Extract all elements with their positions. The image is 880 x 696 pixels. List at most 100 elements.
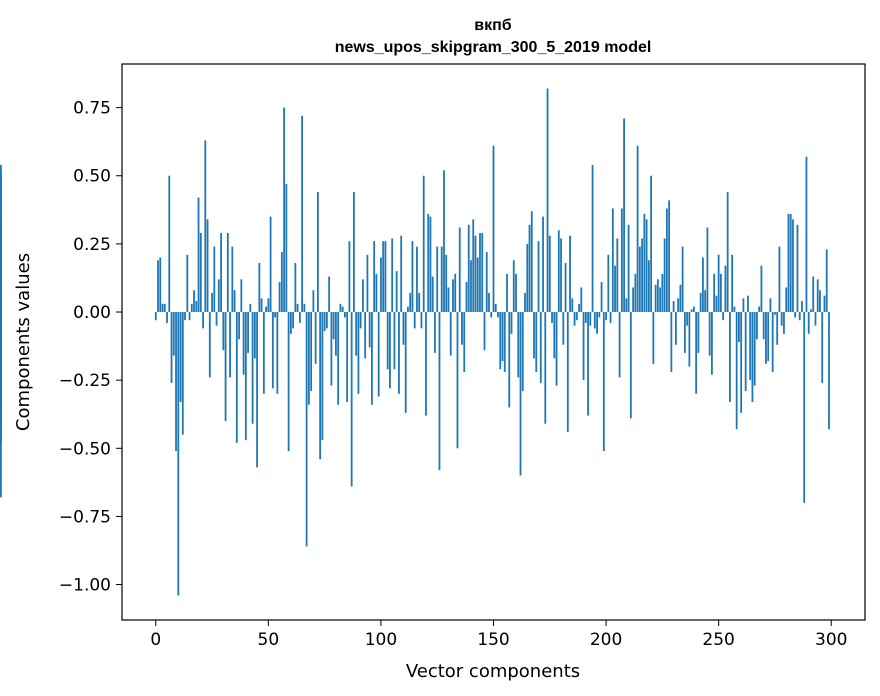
bar-115 bbox=[413, 312, 416, 329]
bar-222 bbox=[654, 284, 657, 313]
bar-150 bbox=[492, 145, 495, 313]
bar-270 bbox=[762, 312, 765, 340]
bar-42 bbox=[249, 303, 252, 313]
bar-59 bbox=[287, 312, 290, 452]
bar-157 bbox=[508, 312, 511, 408]
bar-235 bbox=[683, 312, 686, 353]
bar-174 bbox=[546, 88, 549, 313]
bar-104 bbox=[389, 312, 391, 389]
bar-145 bbox=[481, 232, 484, 313]
bar-221 bbox=[652, 312, 655, 364]
bar-173 bbox=[544, 312, 547, 424]
bar-210 bbox=[627, 224, 630, 313]
bar-208 bbox=[623, 118, 625, 313]
bar-20 bbox=[199, 232, 202, 313]
bar-38 bbox=[240, 279, 243, 313]
bar-220 bbox=[650, 175, 653, 313]
bar-35 bbox=[233, 290, 236, 313]
x-tick-label: 200 bbox=[590, 630, 622, 650]
bar-267 bbox=[756, 312, 758, 340]
bar-274 bbox=[771, 312, 774, 372]
bar-47 bbox=[260, 298, 263, 313]
bar-144 bbox=[479, 232, 481, 313]
bar-80 bbox=[334, 312, 337, 356]
y-tick-label: −1.00 bbox=[59, 576, 111, 596]
bar-143 bbox=[476, 257, 479, 313]
bar-152 bbox=[497, 312, 499, 318]
bar-58 bbox=[285, 183, 288, 313]
bar-0 bbox=[154, 312, 157, 321]
bar-278 bbox=[780, 312, 783, 326]
bar-44 bbox=[253, 312, 256, 359]
bar-253 bbox=[724, 265, 727, 313]
bar-134 bbox=[456, 312, 459, 449]
bar-39 bbox=[242, 312, 245, 375]
bar-168 bbox=[533, 312, 535, 359]
bar-63 bbox=[296, 303, 299, 313]
bar-285 bbox=[796, 224, 799, 313]
bar-284 bbox=[794, 312, 797, 318]
bar-165 bbox=[526, 243, 529, 313]
bar-122 bbox=[429, 216, 432, 313]
bar-29 bbox=[220, 232, 222, 313]
bar-226 bbox=[663, 238, 666, 313]
bar-281 bbox=[787, 213, 790, 313]
bar-60 bbox=[289, 312, 292, 334]
bar-296 bbox=[821, 312, 824, 383]
bar-291 bbox=[810, 309, 812, 313]
bar-114 bbox=[411, 241, 414, 313]
bar-83 bbox=[341, 306, 344, 313]
x-tick-label: 0 bbox=[150, 630, 161, 650]
bar-245 bbox=[706, 227, 709, 313]
bar-286 bbox=[798, 312, 801, 321]
bar-108 bbox=[398, 312, 400, 394]
bar-231 bbox=[674, 312, 677, 345]
bar-61 bbox=[292, 312, 295, 329]
bar-101 bbox=[382, 241, 385, 313]
bar-66 bbox=[303, 303, 306, 313]
bar-260 bbox=[740, 312, 743, 413]
y-tick-label: 0.50 bbox=[73, 167, 111, 187]
x-tick-label: 50 bbox=[258, 630, 280, 650]
bar-136 bbox=[461, 312, 463, 345]
bar-67 bbox=[305, 312, 308, 547]
y-tick-label: −0.25 bbox=[59, 371, 111, 391]
bar-75 bbox=[323, 312, 326, 332]
bar-266 bbox=[753, 312, 756, 386]
bar-16 bbox=[190, 303, 193, 313]
bar-186 bbox=[573, 312, 576, 326]
bar-14 bbox=[186, 254, 189, 313]
bar-62 bbox=[294, 262, 297, 313]
bar-249 bbox=[715, 295, 718, 313]
bar-86 bbox=[348, 241, 351, 313]
bar-273 bbox=[769, 298, 772, 313]
bar-200 bbox=[605, 312, 607, 321]
bar-279 bbox=[783, 312, 785, 334]
bar-56 bbox=[280, 252, 283, 313]
bar-45 bbox=[256, 312, 258, 468]
bar-135 bbox=[458, 227, 461, 313]
bar-46 bbox=[258, 262, 261, 313]
bar-215 bbox=[638, 246, 641, 313]
bar-198 bbox=[600, 282, 603, 313]
bar-207 bbox=[620, 208, 623, 313]
bar-162 bbox=[519, 312, 522, 476]
bar-41 bbox=[247, 312, 249, 353]
bar-182 bbox=[564, 262, 567, 313]
bar-53 bbox=[274, 312, 277, 318]
bar-187 bbox=[575, 312, 578, 321]
bar-137 bbox=[463, 312, 466, 372]
bar-261 bbox=[742, 298, 745, 313]
bar-124 bbox=[434, 312, 436, 353]
bar-250 bbox=[717, 254, 720, 313]
bar-203 bbox=[611, 208, 614, 313]
bar-131 bbox=[449, 312, 452, 356]
bar-48 bbox=[262, 312, 265, 394]
bar-55 bbox=[278, 282, 281, 313]
x-tick-label: 150 bbox=[477, 630, 509, 650]
bar-160 bbox=[515, 273, 517, 313]
bar-26 bbox=[213, 246, 216, 313]
bar-233 bbox=[679, 284, 682, 313]
bar-205 bbox=[616, 238, 619, 313]
